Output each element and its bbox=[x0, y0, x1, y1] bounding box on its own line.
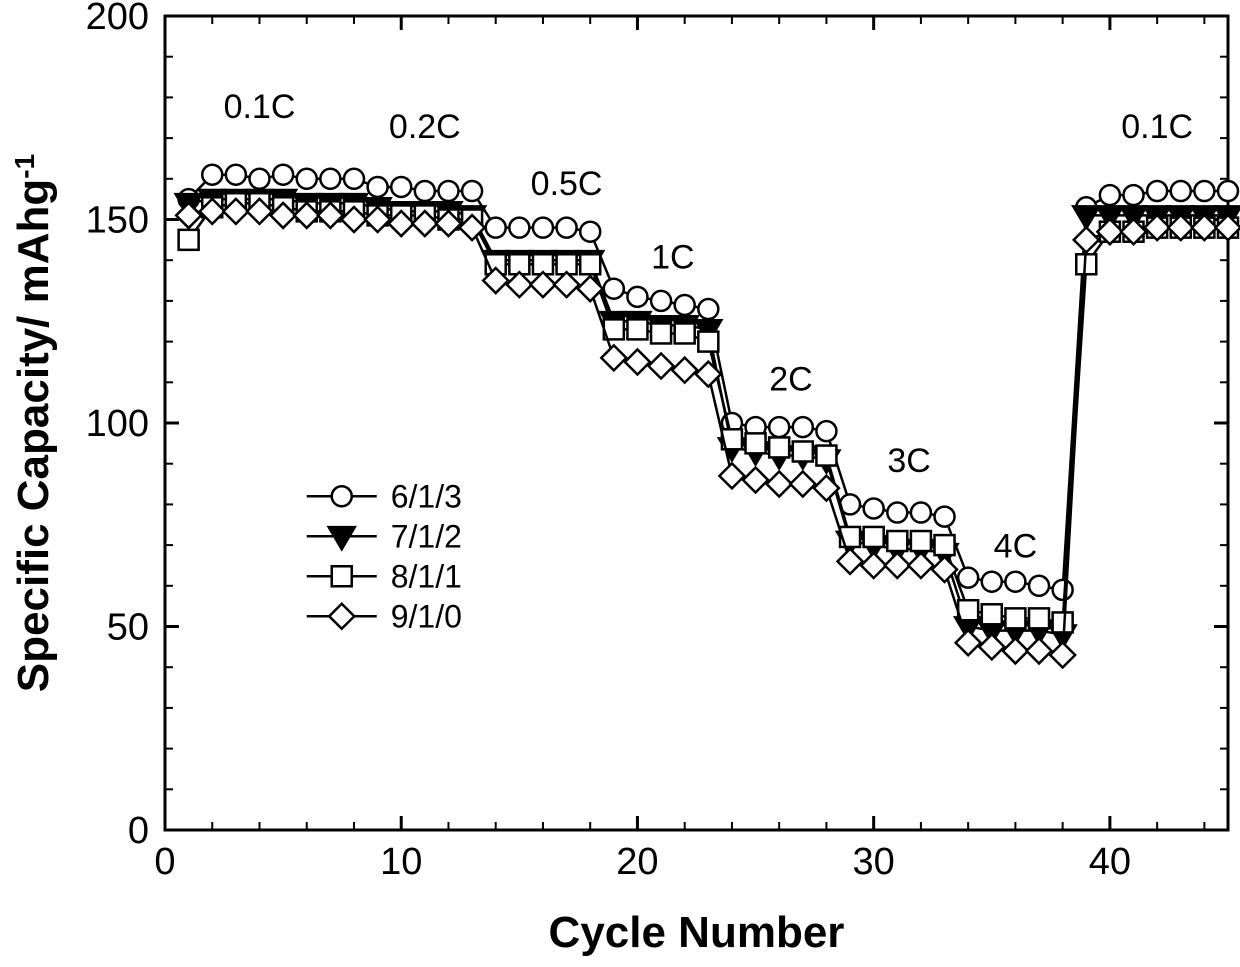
x-tick-label: 30 bbox=[853, 841, 895, 883]
x-tick-label: 0 bbox=[154, 841, 175, 883]
legend-label: 6/1/3 bbox=[391, 478, 462, 514]
rate-annotation: 1C bbox=[651, 238, 694, 276]
y-tick-label: 100 bbox=[86, 403, 149, 445]
rate-annotation: 0.1C bbox=[1121, 108, 1193, 146]
rate-annotation: 0.2C bbox=[389, 108, 461, 146]
rate-annotation: 0.5C bbox=[531, 165, 603, 203]
legend-label: 7/1/2 bbox=[391, 518, 462, 554]
y-tick-label: 50 bbox=[107, 607, 149, 649]
legend: 6/1/3 7/1/2 8/1/1 9/1/0 bbox=[307, 478, 462, 634]
y-tick-label: 0 bbox=[128, 810, 149, 852]
rate-annotation: 3C bbox=[887, 442, 930, 480]
x-axis-title: Cycle Number bbox=[549, 908, 845, 957]
rate-annotation: 2C bbox=[769, 360, 812, 398]
y-tick-label: 150 bbox=[86, 200, 149, 242]
x-tick-label: 20 bbox=[616, 841, 658, 883]
legend-label: 8/1/1 bbox=[391, 558, 462, 594]
y-axis-title: Specific Capacity/ mAhg-1 bbox=[9, 154, 58, 692]
x-tick-label: 40 bbox=[1089, 841, 1131, 883]
rate-annotation: 4C bbox=[994, 527, 1037, 565]
legend-label: 9/1/0 bbox=[391, 598, 462, 634]
rate-capability-chart: 0 10 20 30 40 0 50 100 150 200 Cycle Number Specifi… bbox=[0, 0, 1240, 967]
x-tick-label: 10 bbox=[380, 841, 422, 883]
rate-annotation: 0.1C bbox=[224, 88, 296, 126]
y-tick-label: 200 bbox=[86, 0, 149, 38]
chart-container: 0 10 20 30 40 0 50 100 150 200 Cycle Number Specifi… bbox=[0, 0, 1240, 967]
